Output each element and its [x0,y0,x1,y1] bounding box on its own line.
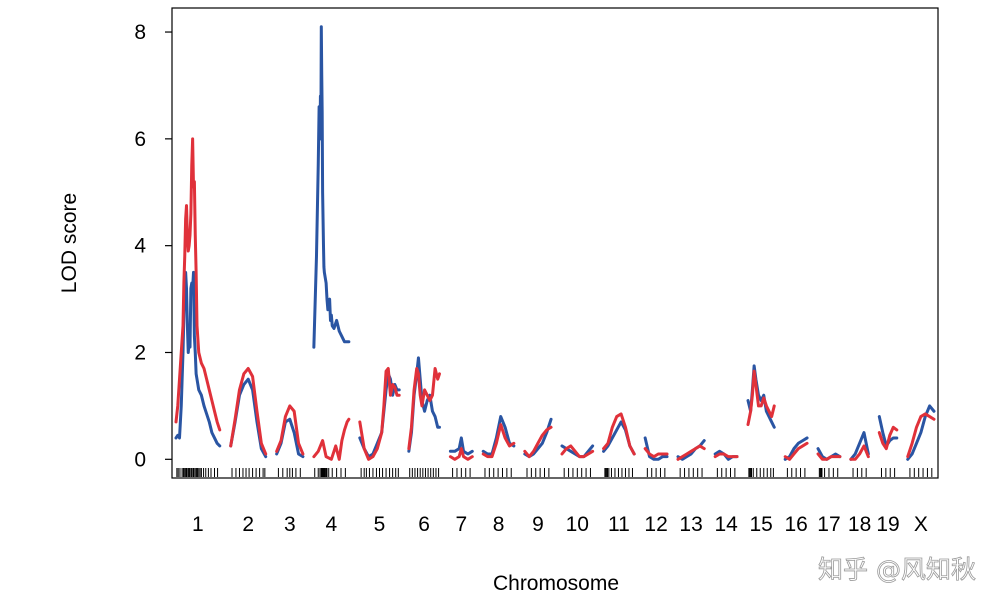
blue-lod-curve-chr-9 [523,417,553,459]
red-lod-curve-chr-8 [481,423,516,459]
watermark: 知乎 @风知秋 [818,555,976,584]
red-lod-curve-chr-1 [174,137,222,432]
red-lod-curve-chr-7 [448,447,474,461]
blue-lod-curve-chr-18 [849,431,870,461]
y-axis: 0 2 4 6 8 [134,21,172,471]
red-lod-curve-chr-9 [523,425,553,459]
chromosome-label-14: 14 [714,513,738,536]
red-lod-curve-chr-6 [407,367,441,451]
red-lod-curve-chr-19 [877,425,899,451]
y-tick-label-8: 8 [134,21,146,44]
y-tick-label-0: 0 [134,448,146,471]
y-tick-label-2: 2 [134,341,146,364]
red-lod-curve-chr-4 [312,417,351,461]
x-axis-title: Chromosome [493,572,619,595]
y-tick-label-6: 6 [134,128,146,151]
red-lod-curve-chr-11 [602,412,636,456]
blue-lod-curve-chr-16 [783,436,809,461]
chromosome-label-17: 17 [817,513,840,536]
y-tick-label-4: 4 [134,235,146,258]
chromosome-label-5: 5 [374,513,386,536]
blue-lod-curve-chr-8 [481,415,516,456]
chromosome-label-6: 6 [418,513,430,536]
red-lod-curve-chr-X [906,412,936,459]
chromosome-label-16: 16 [784,513,807,536]
red-lod-curve-chr-2 [229,367,268,456]
x-axis-labels: 1 2 3 4 5 6 7 8 9 10 11 12 13 14 15 16 17 18 19 X [192,513,928,536]
chromosome-label-7: 7 [456,513,468,536]
red-lod-curve-chr-3 [275,404,305,456]
chromosome-label-2: 2 [242,513,254,536]
chromosome-label-13: 13 [679,513,702,536]
red-lod-curve-chr-14 [713,452,739,459]
red-lod-curve-chr-5 [358,367,401,461]
red-lod-curve-chr-13 [676,444,706,461]
red-lod-curve-chr-18 [849,444,870,461]
chromosome-label-8: 8 [493,513,505,536]
chromosome-label-1: 1 [192,513,204,536]
red-lod-curve-chr-16 [783,441,809,461]
blue-lod-curve-chr-4 [312,25,351,349]
blue-lod-curve-chr-X [906,404,936,461]
red-lod-curve-chr-12 [643,447,669,459]
chromosome-label-11: 11 [608,513,630,536]
y-axis-title: LOD score [58,193,81,293]
plot-frame [171,7,939,479]
red-lod-curve-chr-17 [816,452,842,461]
red-lod-curve-chr-15 [746,369,776,427]
chromosome-label-19: 19 [876,513,899,536]
chromosome-label-3: 3 [284,513,296,536]
chromosome-label-X: X [914,513,928,536]
red-lod-curve-chr-10 [560,444,595,459]
chromosome-label-12: 12 [644,513,667,536]
marker-rug [176,468,933,477]
chromosome-label-4: 4 [326,513,338,536]
series-layer [174,25,936,461]
chromosome-label-9: 9 [532,513,544,536]
chromosome-label-15: 15 [749,513,772,536]
blue-lod-curve-chr-7 [448,436,474,456]
chromosome-label-10: 10 [566,513,589,536]
chromosome-label-18: 18 [848,513,871,536]
